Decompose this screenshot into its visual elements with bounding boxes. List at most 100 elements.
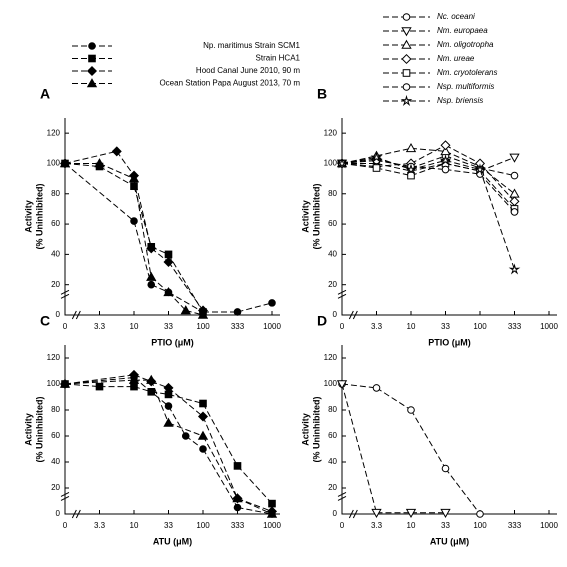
marker	[232, 493, 243, 503]
y-tick-label: 20	[328, 483, 337, 492]
y-tick-label: 40	[328, 457, 337, 466]
marker	[510, 171, 519, 180]
legend-label: Ocean Station Papa August 2013, 70 m	[159, 79, 300, 88]
panel-label: C	[40, 313, 50, 329]
marker	[146, 271, 157, 281]
marker	[94, 158, 105, 168]
y-tick-label: 120	[47, 353, 61, 362]
x-tick-label: 0	[340, 521, 345, 530]
line-segment	[445, 144, 481, 164]
line-segment	[237, 302, 273, 313]
panel-label: D	[317, 313, 327, 329]
line-segment	[150, 379, 169, 424]
x-tick-label: 100	[473, 322, 487, 331]
marker	[146, 374, 157, 384]
line-segment	[168, 387, 204, 417]
y-tick-label: 60	[51, 219, 60, 228]
legend-marker	[86, 65, 98, 77]
line-segment	[64, 379, 135, 385]
x-tick-label: 10	[130, 521, 139, 530]
y-tick-label: 0	[56, 509, 61, 518]
axis-break	[337, 491, 347, 501]
marker	[233, 462, 242, 470]
marker	[440, 140, 451, 151]
marker	[407, 171, 415, 180]
legend-marker	[401, 27, 412, 37]
x-tick-label: 33	[164, 521, 173, 530]
line-segment	[410, 144, 446, 164]
legend-marker	[88, 42, 96, 50]
line-segment	[64, 163, 135, 222]
line-segment	[168, 405, 187, 437]
legend-label: Nc. oceani	[437, 12, 475, 21]
axis-break	[348, 509, 358, 519]
y-tick-label: 100	[47, 379, 61, 388]
legend-label: Np. maritimus Strain SCM1	[203, 41, 300, 50]
y-tick-label: 120	[324, 128, 338, 137]
marker	[181, 432, 190, 440]
x-tick-label: 0	[63, 521, 68, 530]
marker	[59, 378, 71, 388]
marker	[164, 402, 173, 410]
marker	[441, 165, 450, 174]
marker	[268, 299, 276, 307]
legend-label: Hood Canal June 2010, 90 m	[196, 66, 300, 75]
y-tick-label: 20	[51, 483, 60, 492]
marker	[197, 309, 209, 319]
marker	[128, 374, 140, 384]
line-segment	[410, 165, 446, 171]
marker	[164, 250, 173, 259]
legend-marker	[400, 94, 413, 106]
x-tick-label: 1000	[263, 521, 281, 530]
line-segment	[376, 159, 412, 167]
marker	[147, 388, 156, 396]
marker	[95, 382, 104, 391]
y-axis-label: (% Uninhibited)	[311, 184, 321, 250]
marker	[439, 154, 452, 166]
marker	[180, 305, 191, 315]
x-axis-label: ATU (μM)	[153, 536, 192, 546]
line-segment	[133, 178, 152, 278]
line-segment	[445, 155, 481, 169]
line-segment	[237, 507, 273, 515]
line-segment	[445, 468, 481, 515]
line-segment	[64, 150, 117, 164]
marker	[372, 384, 381, 392]
y-tick-label: 40	[51, 249, 60, 258]
line-segment	[410, 159, 446, 171]
line-segment	[168, 422, 204, 437]
legend-label: Nm. europaea	[437, 26, 488, 35]
line-segment	[133, 220, 152, 285]
line-segment	[410, 409, 446, 469]
marker	[197, 430, 209, 440]
marker	[407, 406, 415, 414]
x-tick-label: 3.3	[371, 322, 383, 331]
axis-break	[71, 509, 81, 519]
line-segment	[202, 403, 238, 467]
marker	[163, 286, 174, 297]
y-tick-label: 0	[56, 310, 61, 319]
line-segment	[410, 147, 446, 152]
line-segment	[150, 247, 169, 263]
line-segment	[99, 166, 135, 187]
x-tick-label: 10	[130, 322, 139, 331]
line-segment	[133, 175, 152, 249]
marker	[59, 158, 71, 168]
y-tick-label: 100	[47, 159, 61, 168]
x-tick-label: 333	[508, 521, 522, 530]
line-segment	[479, 166, 515, 195]
y-axis-label: Activity	[300, 413, 310, 446]
marker	[509, 188, 520, 198]
marker	[510, 208, 519, 216]
y-axis-label: Activity	[23, 413, 33, 446]
y-tick-label: 0	[333, 310, 338, 319]
x-axis-label: PTIO (μM)	[428, 337, 471, 347]
line-segment	[168, 291, 204, 313]
line-segment	[237, 497, 273, 512]
x-tick-label: 3.3	[94, 322, 106, 331]
line-segment	[445, 150, 481, 167]
x-tick-label: 10	[407, 322, 416, 331]
x-tick-label: 333	[231, 322, 245, 331]
line-segment	[64, 374, 135, 385]
y-axis-label: Activity	[23, 200, 33, 233]
